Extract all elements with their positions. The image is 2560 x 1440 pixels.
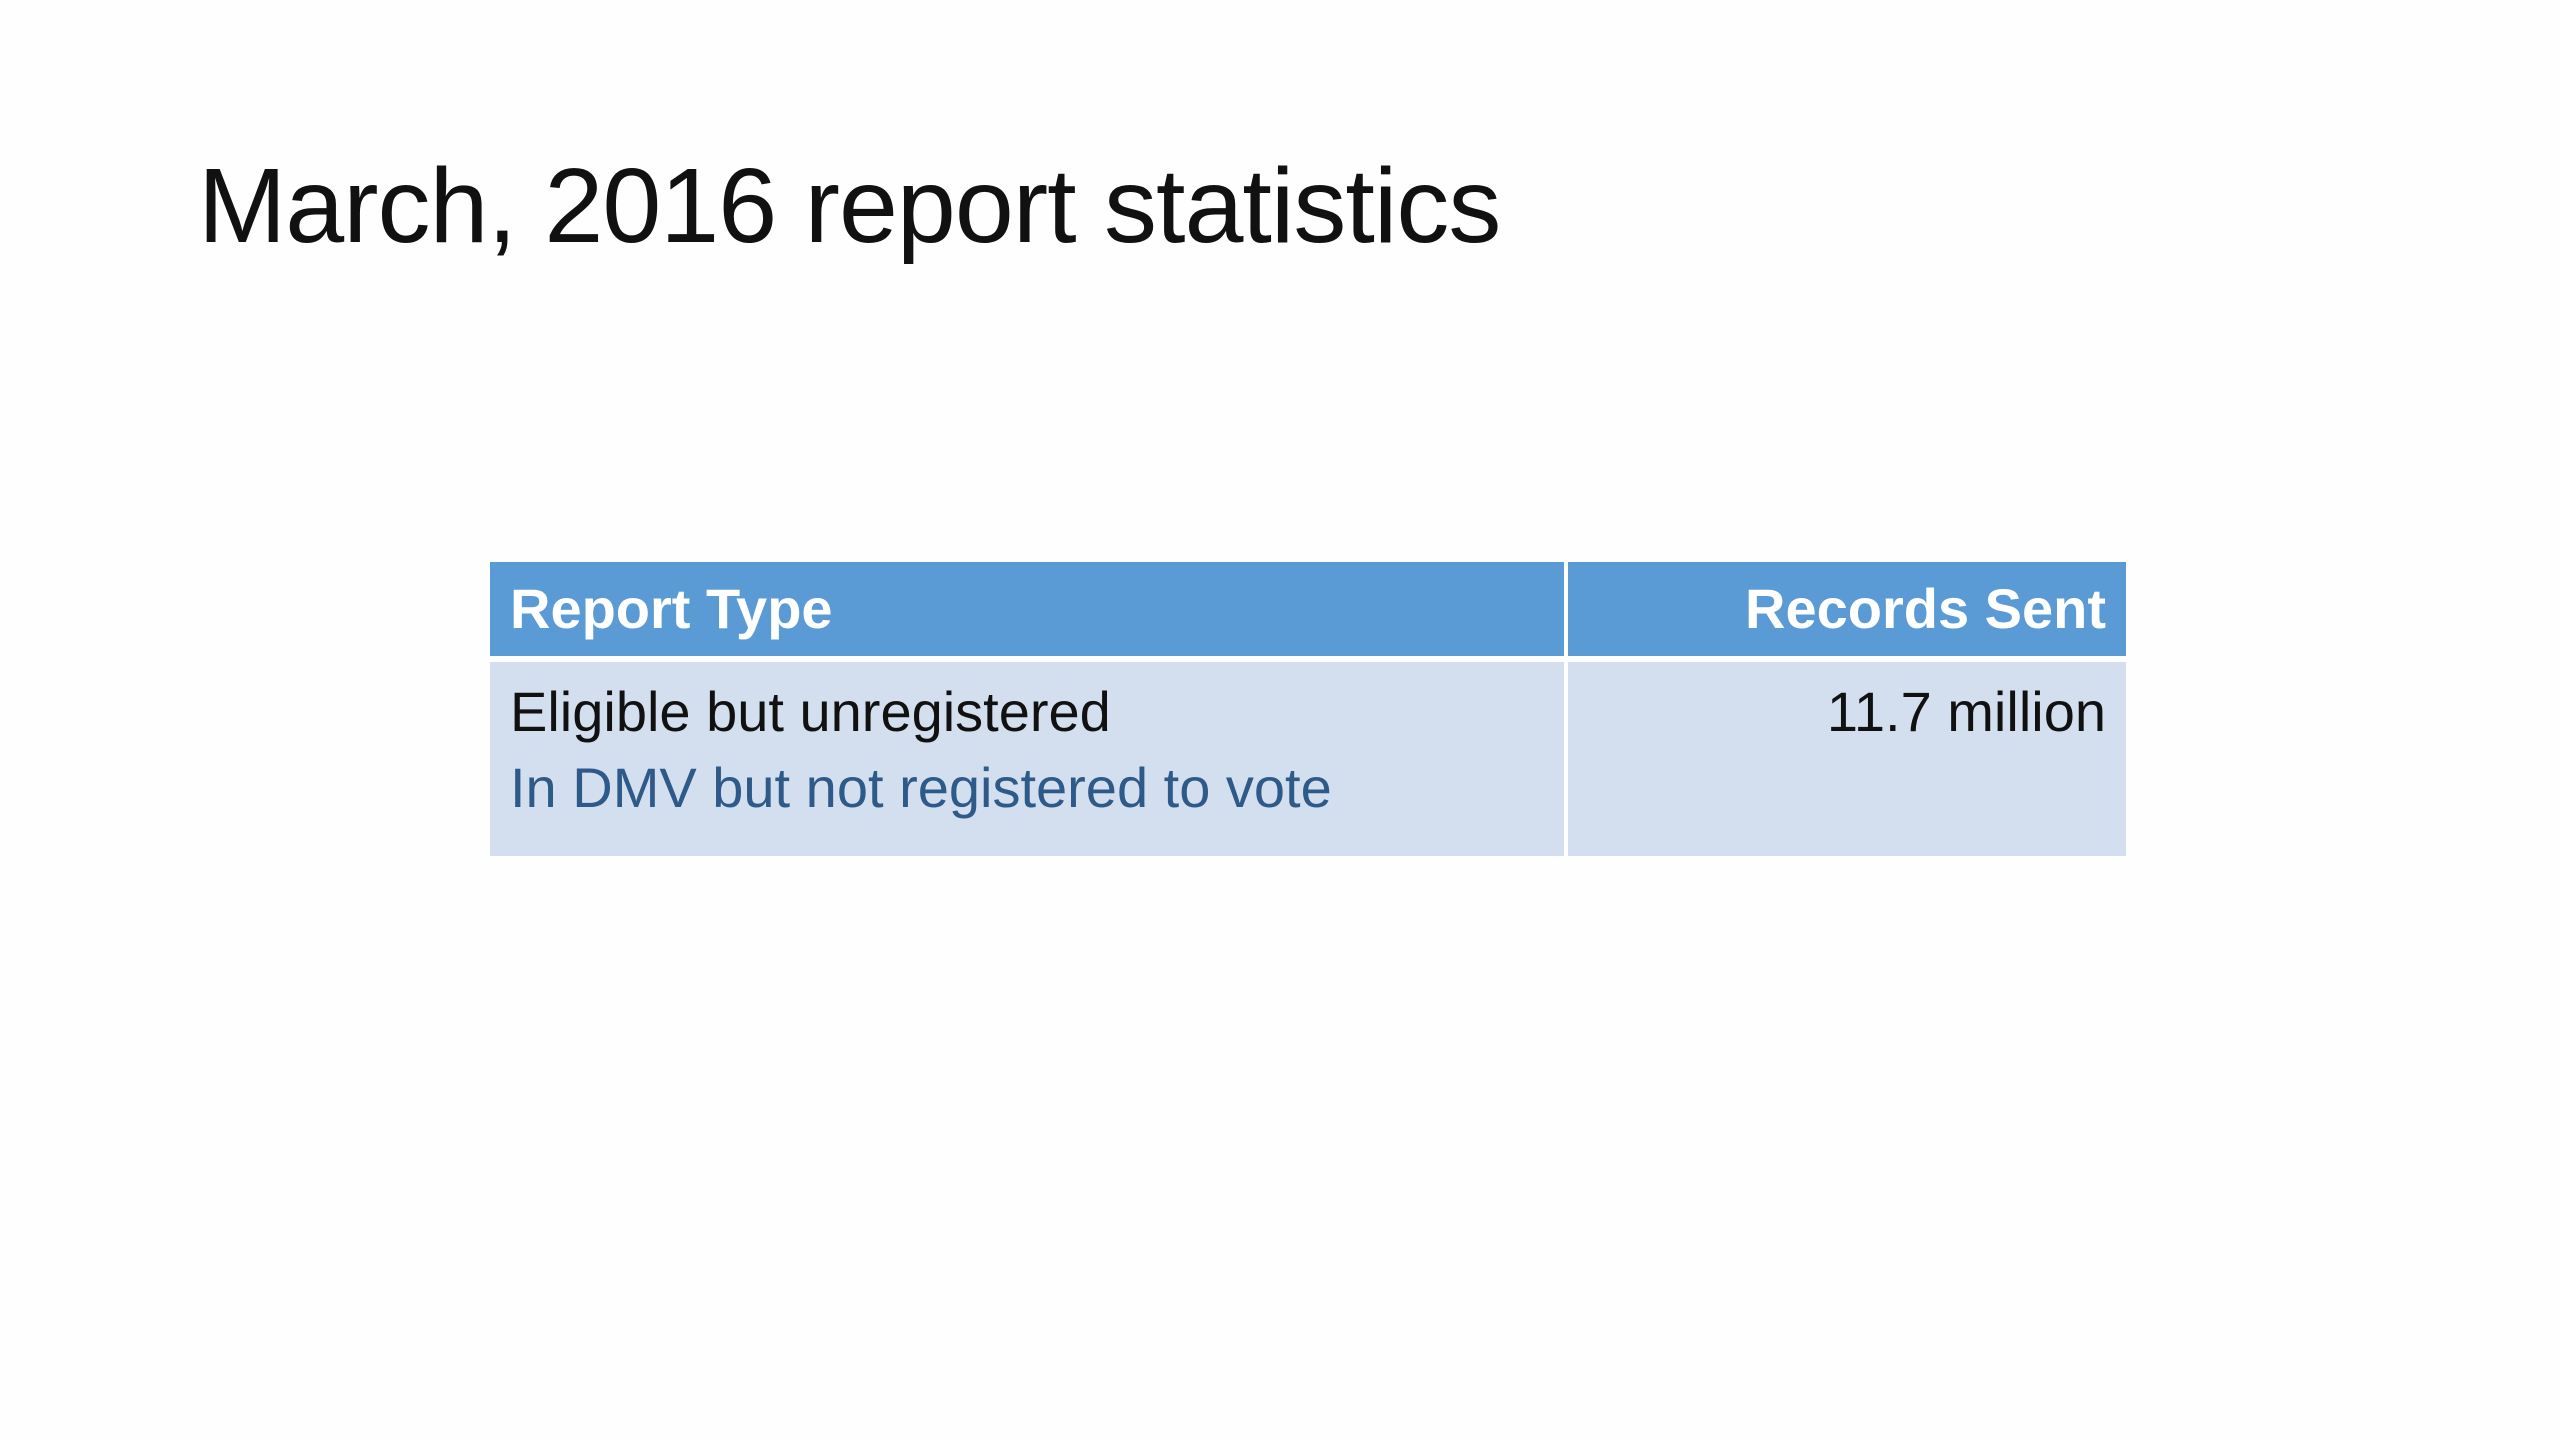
table-row: Eligible but unregistered In DMV but not…: [490, 662, 2126, 856]
report-type-label: Eligible but unregistered: [510, 680, 1111, 743]
report-type-cell: Eligible but unregistered In DMV but not…: [490, 662, 1568, 856]
records-sent-value: 11.7 million: [1826, 680, 2106, 743]
records-sent-cell: 11.7 million: [1568, 662, 2126, 856]
report-statistics-table: Report Type Records Sent Eligible but un…: [490, 562, 2126, 856]
report-type-description: In DMV but not registered to vote: [510, 756, 1332, 819]
table-body: Eligible but unregistered In DMV but not…: [490, 662, 2126, 856]
slide-title: March, 2016 report statistics: [198, 147, 1501, 265]
column-header-report-type: Report Type: [490, 562, 1568, 662]
table-header-row: Report Type Records Sent: [490, 562, 2126, 662]
column-header-records-sent: Records Sent: [1568, 562, 2126, 662]
table-header: Report Type Records Sent: [490, 562, 2126, 662]
